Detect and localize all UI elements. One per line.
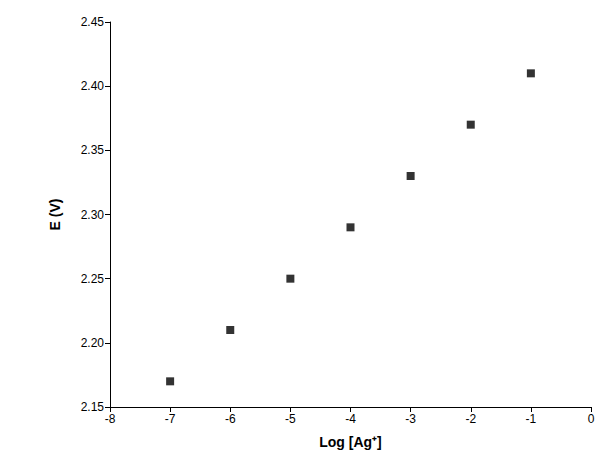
svg-text:2.15: 2.15 <box>81 400 105 414</box>
svg-text:-3: -3 <box>405 412 416 426</box>
svg-text:-7: -7 <box>165 412 176 426</box>
svg-text:E (V): E (V) <box>47 199 63 231</box>
svg-text:2.40: 2.40 <box>81 79 105 93</box>
svg-text:2.20: 2.20 <box>81 336 105 350</box>
svg-text:2.25: 2.25 <box>81 272 105 286</box>
svg-text:2.30: 2.30 <box>81 208 105 222</box>
svg-text:-5: -5 <box>285 412 296 426</box>
svg-text:2.35: 2.35 <box>81 143 105 157</box>
svg-text:0: 0 <box>588 412 595 426</box>
svg-text:-2: -2 <box>465 412 476 426</box>
svg-text:Log [Ag⁺]: Log [Ag⁺] <box>319 434 382 450</box>
svg-text:-8: -8 <box>105 412 116 426</box>
svg-text:-6: -6 <box>225 412 236 426</box>
svg-text:2.45: 2.45 <box>81 15 105 29</box>
svg-text:-4: -4 <box>345 412 356 426</box>
svg-text:-1: -1 <box>526 412 537 426</box>
